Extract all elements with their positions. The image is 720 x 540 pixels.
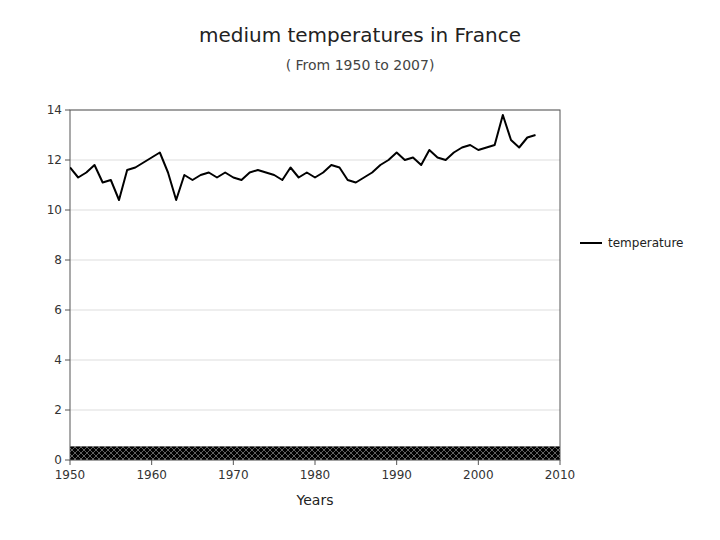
grid-line-y — [70, 360, 560, 361]
tick-label-y: 10 — [47, 203, 62, 217]
tick-x — [151, 460, 152, 465]
tick-label-x: 2010 — [545, 468, 576, 482]
tick-x — [478, 460, 479, 465]
tick-x — [560, 460, 561, 465]
line — [70, 115, 536, 200]
tick-label-x: 1950 — [55, 468, 86, 482]
tick-label-y: 12 — [47, 153, 62, 167]
tick-label-y: 8 — [54, 253, 62, 267]
tick-label-y: 0 — [54, 453, 62, 467]
tick-label-y: 14 — [47, 103, 62, 117]
tick-label-x: 1990 — [381, 468, 412, 482]
grid-line-y — [70, 210, 560, 211]
tick-label-y: 4 — [54, 353, 62, 367]
grid — [70, 110, 560, 460]
tick-y — [65, 310, 70, 311]
title: medium temperatures in France — [199, 23, 521, 47]
chart: medium temperatures in France ( From 1950… — [0, 0, 720, 540]
tick-x — [70, 460, 71, 465]
tick-x — [315, 460, 316, 465]
plot-area — [70, 115, 560, 460]
tick-label-x: 1980 — [300, 468, 331, 482]
bar-series — [70, 446, 560, 460]
tick-label-y: 2 — [54, 403, 62, 417]
grid-line-y — [70, 260, 560, 261]
tick-label-y: 6 — [54, 303, 62, 317]
tick-y — [65, 160, 70, 161]
grid-line-y — [70, 310, 560, 311]
plot-frame — [70, 110, 560, 460]
tick-y — [65, 360, 70, 361]
axes: 0 2 4 6 8 10 12 14 1950 1960 1970 1980 1990 2000 2010 Y… — [47, 103, 576, 508]
tick-x — [396, 460, 397, 465]
tick-label-x: 1970 — [218, 468, 249, 482]
bar — [70, 446, 560, 460]
tick-label-x: 2000 — [463, 468, 494, 482]
legend: temperature — [580, 236, 683, 250]
x-axis-label: Years — [296, 492, 334, 508]
tick-y — [65, 210, 70, 211]
tick-x — [233, 460, 234, 465]
grid-line-y — [70, 410, 560, 411]
subtitle: ( From 1950 to 2007) — [286, 57, 435, 73]
tick-y — [65, 110, 70, 111]
grid-line-y — [70, 160, 560, 161]
tick-label-x: 1960 — [136, 468, 167, 482]
tick-y — [65, 460, 70, 461]
legend-swatch — [580, 242, 602, 244]
tick-y — [65, 410, 70, 411]
legend-label: temperature — [608, 236, 683, 250]
tick-y — [65, 260, 70, 261]
